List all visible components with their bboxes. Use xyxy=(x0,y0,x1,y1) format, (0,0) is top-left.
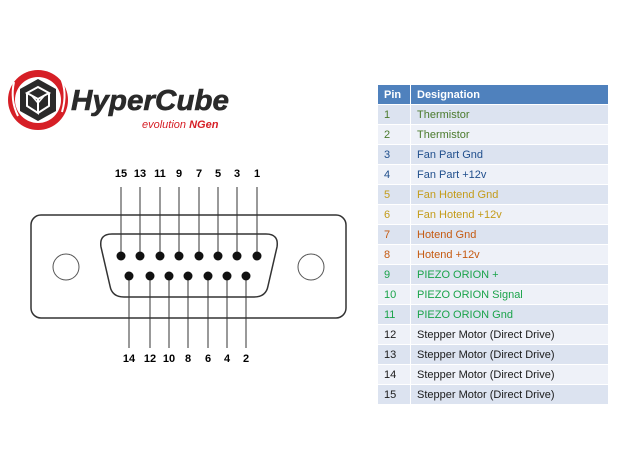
table-row: 15 Stepper Motor (Direct Drive) xyxy=(378,384,609,404)
pin-number-cell: 6 xyxy=(378,204,411,225)
header-pin: Pin xyxy=(378,85,411,105)
table-row: 13 Stepper Motor (Direct Drive) xyxy=(378,344,609,365)
logo-subtitle: evolution NGen xyxy=(142,119,219,131)
camera-shutter-icon xyxy=(8,70,68,130)
pin-label-2: 2 xyxy=(243,353,249,365)
pin-9 xyxy=(174,251,184,261)
pin-15 xyxy=(116,251,126,261)
connector-d-shape xyxy=(99,233,279,298)
pin-6 xyxy=(203,271,213,281)
mounting-hole-left xyxy=(52,253,80,281)
pin-12 xyxy=(145,271,155,281)
pin-number-cell: 2 xyxy=(378,124,411,145)
designation-cell: Hotend +12v xyxy=(410,244,609,265)
pin-2 xyxy=(241,271,251,281)
logo-subtitle-tag: NGen xyxy=(189,119,219,131)
logo-title: HyperCube xyxy=(71,85,229,117)
pin-label-6: 6 xyxy=(205,353,211,365)
designation-cell: Fan Hotend +12v xyxy=(410,204,609,225)
pin-number-cell: 5 xyxy=(378,184,411,205)
pin-5 xyxy=(213,251,223,261)
table-row: 5 Fan Hotend Gnd xyxy=(378,184,609,205)
designation-cell: Fan Part Gnd xyxy=(410,144,609,165)
table-row: 14 Stepper Motor (Direct Drive) xyxy=(378,364,609,385)
table-row: 7 Hotend Gnd xyxy=(378,224,609,245)
pin-3 xyxy=(232,251,242,261)
pin-label-15: 15 xyxy=(115,168,127,180)
pin-number-cell: 10 xyxy=(378,284,411,305)
pin-number-cell: 3 xyxy=(378,144,411,165)
table-row: 4 Fan Part +12v xyxy=(378,164,609,185)
table-row: 8 Hotend +12v xyxy=(378,244,609,265)
designation-cell: PIEZO ORION Signal xyxy=(410,284,609,305)
designation-cell: Hotend Gnd xyxy=(410,224,609,245)
table-row: 10 PIEZO ORION Signal xyxy=(378,284,609,305)
pinout-rows: 1 Thermistor 2 Thermistor 3 Fan Part Gnd 4 Fan … xyxy=(378,104,609,404)
pin-7 xyxy=(194,251,204,261)
pin-label-5: 5 xyxy=(215,168,221,180)
pin-number-cell: 1 xyxy=(378,104,411,125)
designation-cell: Fan Hotend Gnd xyxy=(410,184,609,205)
table-row: 3 Fan Part Gnd xyxy=(378,144,609,165)
pin-number-cell: 11 xyxy=(378,304,411,325)
table-row: 2 Thermistor xyxy=(378,124,609,145)
logo-subtitle-evolution: evolution xyxy=(142,119,186,131)
top-pin-labels: 15 13 11 9 7 5 3 1 xyxy=(115,168,260,180)
table-row: 11 PIEZO ORION Gnd xyxy=(378,304,609,325)
pin-8 xyxy=(183,271,193,281)
table-header-row: Pin Designation xyxy=(378,85,609,105)
pin-13 xyxy=(135,251,145,261)
designation-cell: Stepper Motor (Direct Drive) xyxy=(410,324,609,345)
pin-label-11: 11 xyxy=(154,168,166,180)
pin-number-cell: 14 xyxy=(378,364,411,385)
pin-number-cell: 7 xyxy=(378,224,411,245)
pin-number-cell: 9 xyxy=(378,264,411,285)
top-pin-wires xyxy=(116,187,262,261)
pin-label-7: 7 xyxy=(196,168,202,180)
designation-cell: Stepper Motor (Direct Drive) xyxy=(410,344,609,365)
pin-label-8: 8 xyxy=(185,353,191,365)
pin-10 xyxy=(164,271,174,281)
table-row: 9 PIEZO ORION + xyxy=(378,264,609,285)
table-row: 6 Fan Hotend +12v xyxy=(378,204,609,225)
pinout-table: Pin Designation 1 Thermistor 2 Thermistor 3 F… xyxy=(378,85,609,404)
table-row: 12 Stepper Motor (Direct Drive) xyxy=(378,324,609,345)
pin-label-4: 4 xyxy=(224,353,231,365)
designation-cell: PIEZO ORION + xyxy=(410,264,609,285)
hypercube-logo: HyperCube evolution NGen xyxy=(8,70,229,131)
db15-connector-diagram: 15 13 11 9 7 5 3 1 14 12 10 8 6 4 2 xyxy=(30,168,347,365)
pin-label-14: 14 xyxy=(123,353,136,365)
bottom-pin-labels: 14 12 10 8 6 4 2 xyxy=(123,353,249,365)
pin-4 xyxy=(222,271,232,281)
designation-cell: Fan Part +12v xyxy=(410,164,609,185)
mounting-hole-right xyxy=(297,253,325,281)
designation-cell: Stepper Motor (Direct Drive) xyxy=(410,384,609,404)
pin-1 xyxy=(252,251,262,261)
designation-cell: Stepper Motor (Direct Drive) xyxy=(410,364,609,385)
pin-label-1: 1 xyxy=(254,168,260,180)
pin-label-13: 13 xyxy=(134,168,146,180)
designation-cell: PIEZO ORION Gnd xyxy=(410,304,609,325)
pin-number-cell: 8 xyxy=(378,244,411,265)
pin-number-cell: 15 xyxy=(378,384,411,404)
pin-label-9: 9 xyxy=(176,168,182,180)
designation-cell: Thermistor xyxy=(410,124,609,145)
header-designation: Designation xyxy=(410,85,609,105)
pin-11 xyxy=(155,251,165,261)
pin-number-cell: 12 xyxy=(378,324,411,345)
pin-14 xyxy=(124,271,134,281)
pin-label-10: 10 xyxy=(163,353,175,365)
pin-number-cell: 13 xyxy=(378,344,411,365)
pin-label-12: 12 xyxy=(144,353,156,365)
pin-number-cell: 4 xyxy=(378,164,411,185)
table-row: 1 Thermistor xyxy=(378,104,609,125)
bottom-pin-wires xyxy=(124,271,251,348)
pin-label-3: 3 xyxy=(234,168,240,180)
designation-cell: Thermistor xyxy=(410,104,609,125)
